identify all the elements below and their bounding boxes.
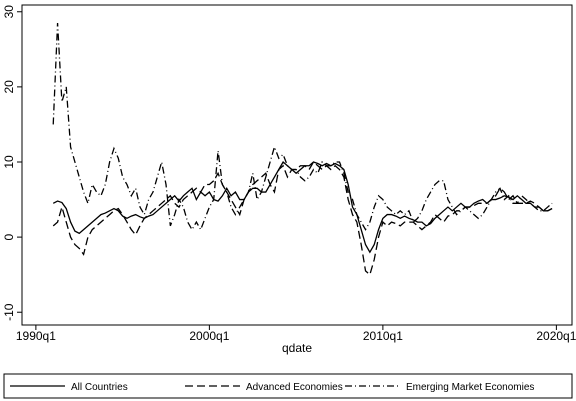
y-tick-label: 0	[2, 233, 16, 240]
y-tick-label: -10	[2, 303, 16, 321]
legend-label: Advanced Economies	[246, 382, 343, 393]
series-line	[52, 22, 553, 232]
x-tick-label: 2010q1	[363, 329, 403, 343]
legend-label: All Countries	[71, 382, 128, 393]
y-tick-label: 20	[2, 80, 16, 94]
plot-frame	[21, 4, 573, 326]
legend-label: Emerging Market Economies	[406, 382, 534, 393]
x-tick-label: 2020q1	[536, 329, 576, 343]
y-tick-label: 30	[2, 5, 16, 19]
x-axis-title: qdate	[282, 341, 312, 355]
y-tick-label: 10	[2, 155, 16, 169]
x-tick-label: 2000q1	[189, 329, 229, 343]
legend-frame	[3, 373, 573, 399]
series-line	[52, 160, 553, 276]
x-tick-label: 1990q1	[16, 329, 56, 343]
